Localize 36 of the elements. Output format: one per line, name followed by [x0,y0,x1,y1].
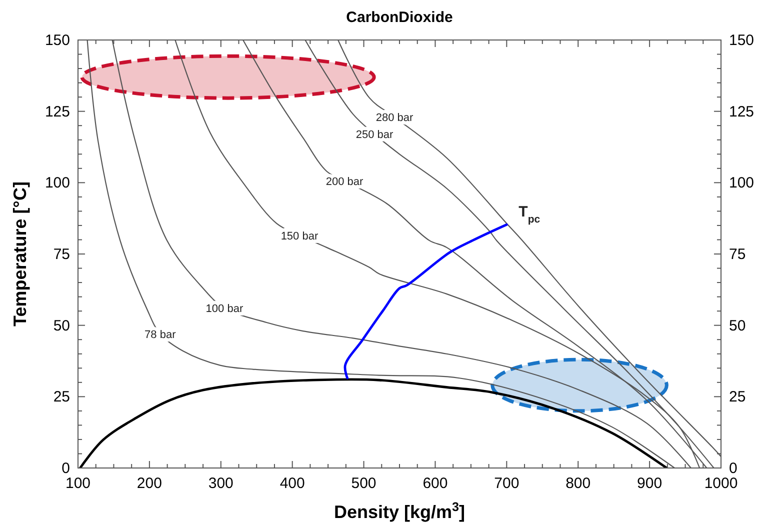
line-series [344,223,508,380]
y2-tick-label: 100 [729,174,754,192]
x-tick-label: 1000 [704,475,738,492]
y-tick-label: 75 [53,246,70,263]
y-axis-title: Temperature [°C] [10,182,30,326]
x-tick-label: 800 [566,475,591,492]
y-tick-label: 25 [53,388,70,406]
y-tick-label: 125 [44,103,70,120]
y-tick-label: 150 [44,32,70,49]
x-tick-label: 600 [422,475,448,492]
x-axis-title: Density [kg/m$^{3}$] [334,500,466,522]
annotation: T$_{pc}$ [518,204,540,226]
x-tick-label: 200 [136,475,162,492]
y-tick-label: 50 [53,317,70,334]
x-tick-label: 100 [65,475,91,492]
x-tick-label: 500 [351,475,376,492]
annotation: 280 bar [376,112,414,124]
y2-tick-label: 0 [729,460,738,477]
annotation: 200 bar [326,176,364,188]
x-tick-label: 700 [494,475,520,492]
y2-tick-label: 150 [729,32,754,49]
chart-title: CarbonDioxide [346,9,453,26]
annotation: 100 bar [206,303,244,316]
y-tick-label: 0 [62,460,70,477]
y2-tick-label: 25 [729,388,746,406]
annotation: 250 bar [356,129,394,142]
annotation: 150 bar [280,230,318,242]
y2-tick-label: 50 [729,317,746,334]
annotation: 78 bar [144,328,176,341]
y-tick-label: 100 [44,174,70,192]
y2-tick-label: 125 [729,103,754,120]
x-tick-label: 400 [280,475,305,492]
x-tick-label: 900 [637,475,662,492]
line-series [78,378,668,468]
y2-tick-label: 75 [729,246,746,263]
x-tick-label: 300 [208,475,234,492]
